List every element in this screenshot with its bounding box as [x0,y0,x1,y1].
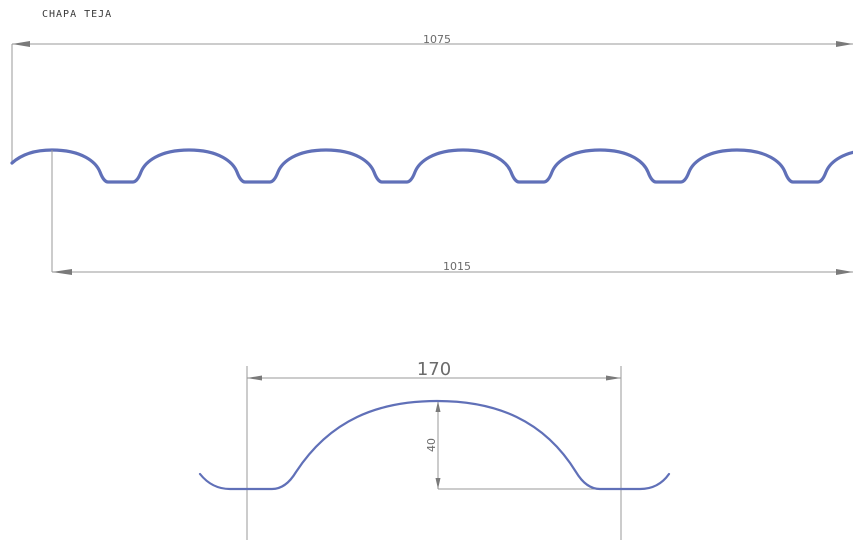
arrow-right [836,41,853,47]
detail-label-height: 40 [425,438,438,452]
detail-label-pitch: 170 [417,359,451,380]
dimension-useful-width: 1015 [51,150,853,275]
sheet-profile-line [10,148,853,184]
detail-arrow-left [247,375,262,381]
arrow-left [12,41,30,47]
arrow-right-useful [836,269,853,275]
dimension-total-width: 1075 [11,33,853,163]
detail-arrow-right [606,375,621,381]
wave-detail-profile-line [198,399,671,491]
detail-arrow-bottom [435,478,441,489]
wave-detail: 170 40 [198,359,671,540]
arrow-left-useful [52,269,72,275]
drawing-title: CHAPA TEJA [42,9,112,20]
dimension-label-useful: 1015 [443,260,471,273]
dimension-label-total: 1075 [423,33,451,46]
detail-arrow-top [435,401,441,412]
